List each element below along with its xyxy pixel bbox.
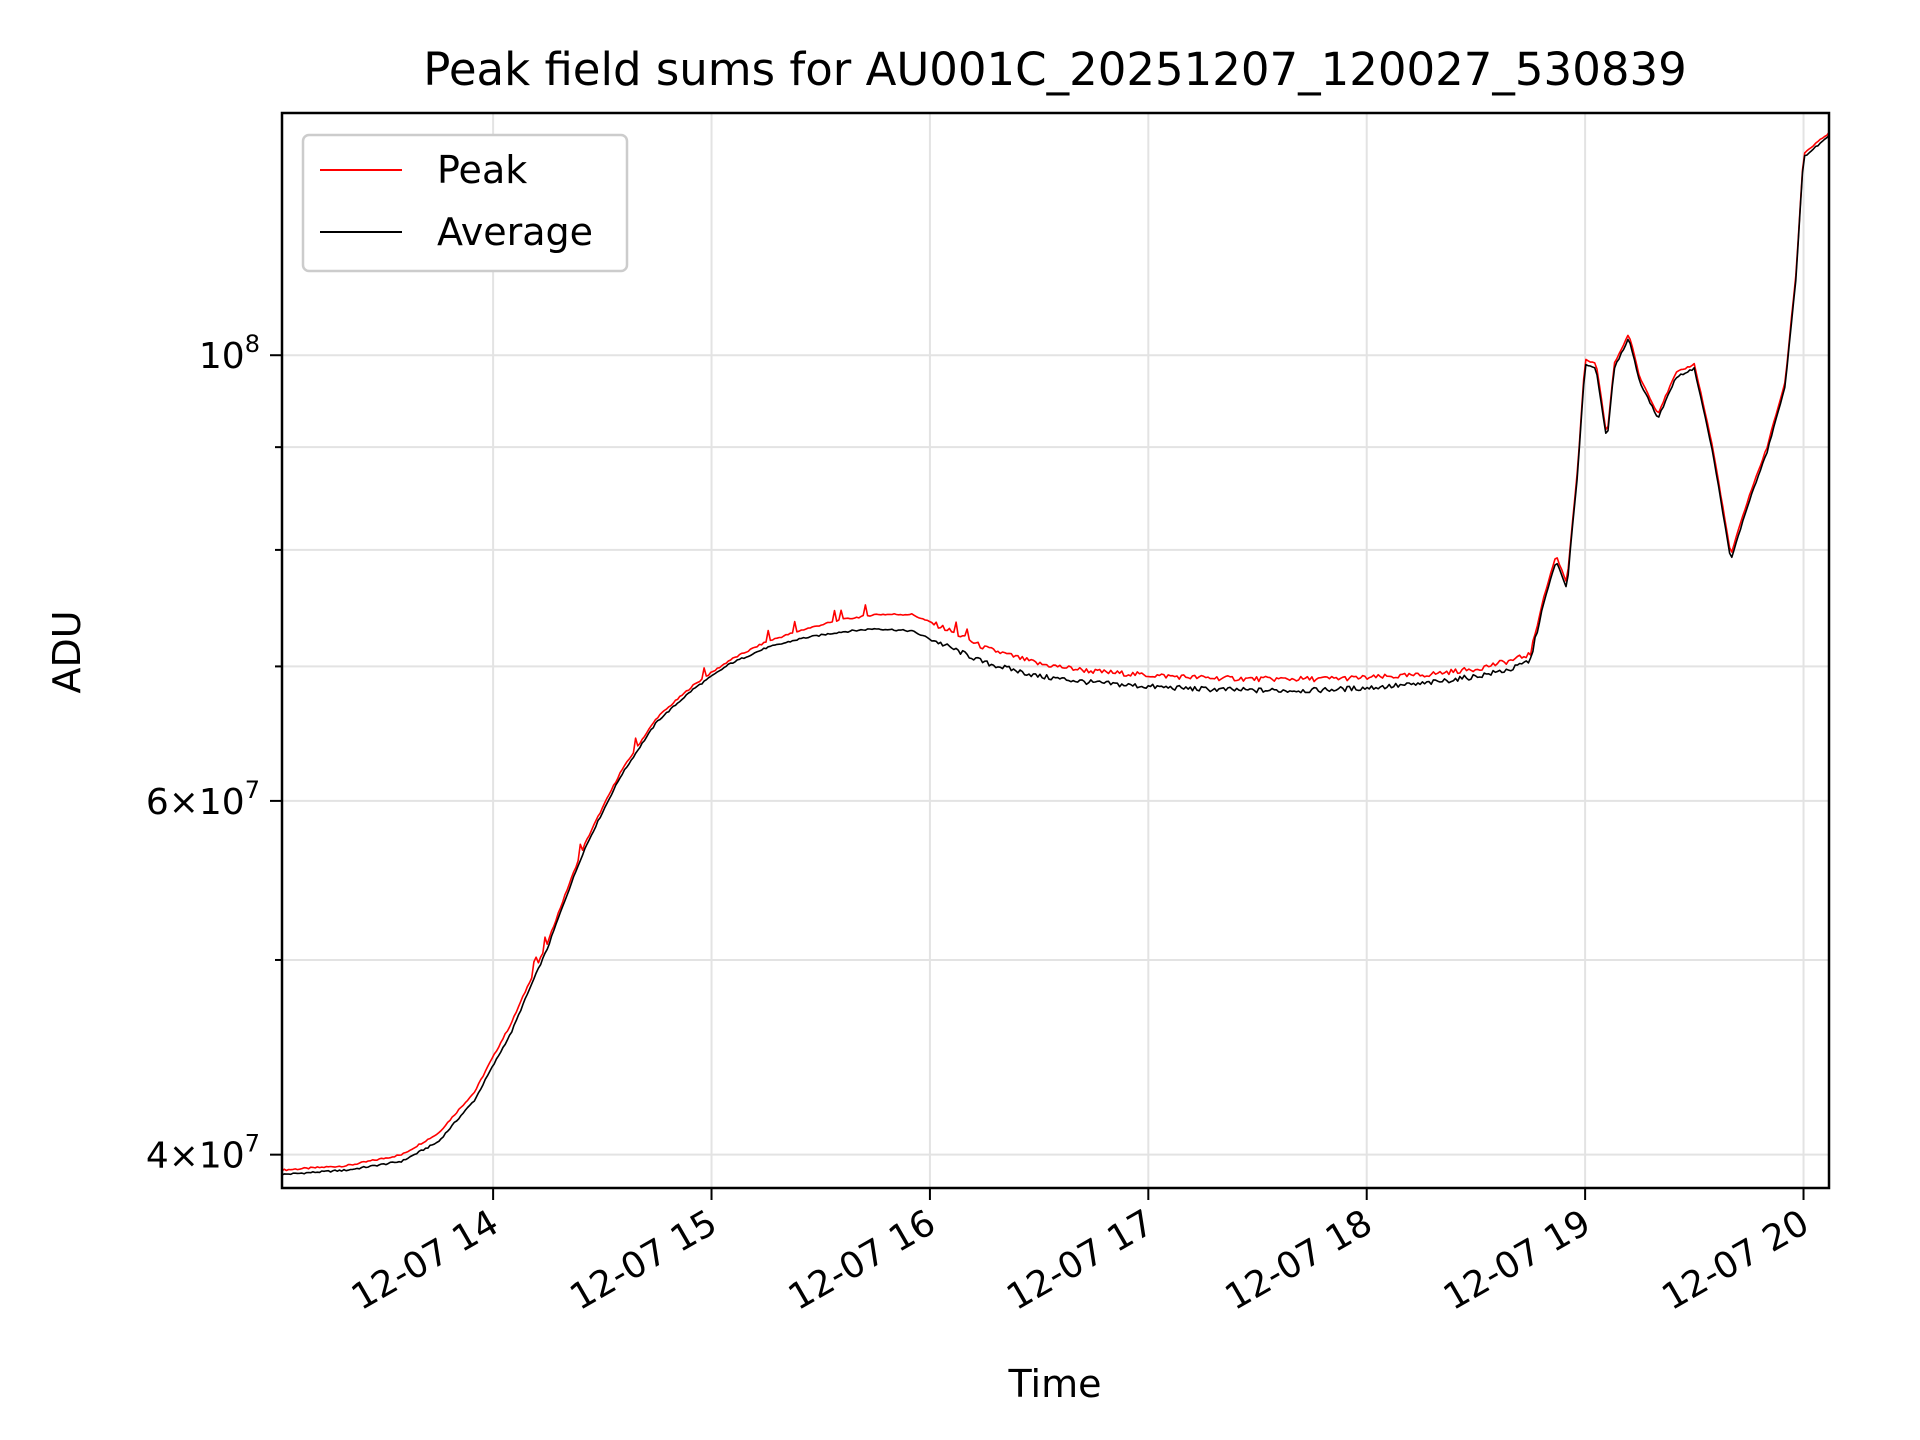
legend-label-average: Average — [437, 210, 593, 254]
y-tick-label-1: 6×107 — [146, 776, 260, 823]
plot-area — [282, 131, 1829, 1176]
legend-label-peak: Peak — [437, 148, 527, 192]
plot-frame — [280, 111, 1831, 1190]
chart-title: Peak field sums for AU001C_20251207_1200… — [423, 43, 1686, 96]
y-tick-label-2: 108 — [199, 330, 260, 377]
legend: Peak Average — [301, 133, 629, 273]
y-axis-label: ADU — [45, 610, 89, 693]
series-line-average — [282, 135, 1829, 1176]
y-tick-label-0: 4×107 — [146, 1130, 260, 1177]
x-axis-label: Time — [1008, 1362, 1102, 1406]
